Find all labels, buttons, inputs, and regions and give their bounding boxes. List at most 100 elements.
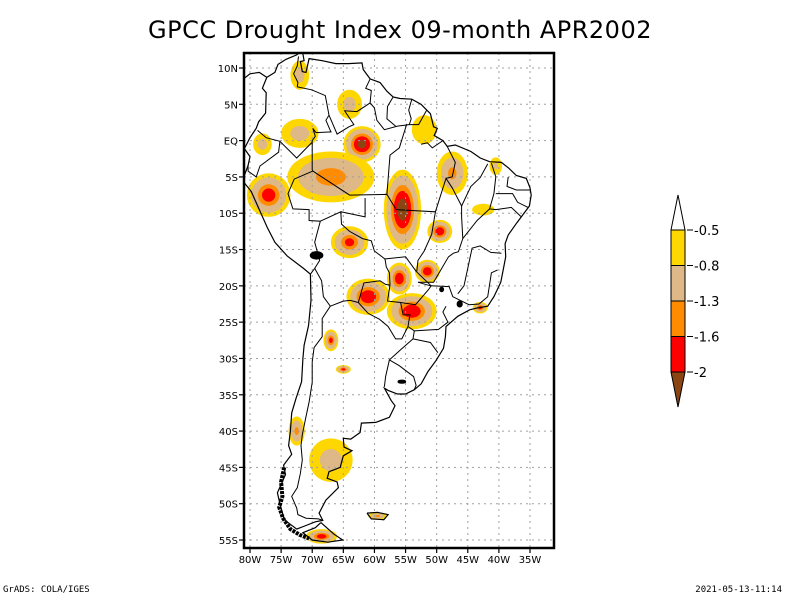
country-border xyxy=(408,99,413,125)
anomaly-level-2 xyxy=(257,138,268,150)
anomaly-level-4 xyxy=(261,188,276,202)
lake xyxy=(309,251,324,260)
x-tick-label: 75W xyxy=(270,555,293,566)
x-tick-label: 55W xyxy=(394,555,417,566)
anomaly-level-2 xyxy=(290,125,310,141)
grads-credit: GrADS: COLA/IGES xyxy=(3,585,90,595)
anomaly-region-tocantins xyxy=(427,219,453,244)
anomaly-level-4 xyxy=(394,272,404,285)
country-border xyxy=(420,140,444,149)
anomaly-region-patagonia xyxy=(309,438,353,482)
anomaly-level-1 xyxy=(472,203,495,216)
anomaly-region-peru-north xyxy=(246,173,291,217)
anomaly-region-ecuador xyxy=(253,133,272,156)
country-border xyxy=(416,211,436,272)
anomaly-level-4 xyxy=(422,267,432,276)
x-tick-label: 50W xyxy=(425,555,448,566)
anomaly-region-parana xyxy=(386,293,437,330)
y-axis: 10N 5N EQ 5S 10S 15S 20S 25S 30S 35S 40S 45S 50S 55S xyxy=(218,64,244,547)
coastline-central-america xyxy=(244,71,268,80)
legend-swatch xyxy=(670,336,686,373)
anomaly-region-colombia-central xyxy=(281,118,319,148)
country-border xyxy=(340,198,366,218)
y-tick-label: 25S xyxy=(219,318,238,329)
lake xyxy=(397,379,407,384)
anomaly-region-goias xyxy=(414,259,440,283)
country-border xyxy=(291,305,331,521)
anomaly-patches xyxy=(246,60,502,544)
country-border xyxy=(489,162,497,210)
legend-label: -1.3 xyxy=(694,295,719,310)
country-border xyxy=(287,170,321,275)
country-border xyxy=(386,123,408,195)
y-tick-label: 20S xyxy=(219,282,238,293)
country-border xyxy=(293,56,332,133)
x-tick-label: 80W xyxy=(239,555,262,566)
colorbar-legend: -0.5 -0.8 -1.3 -1.6 -2 xyxy=(670,194,719,408)
y-tick-label: 5S xyxy=(225,173,238,184)
country-border xyxy=(461,163,489,207)
anomaly-level-4 xyxy=(435,227,445,236)
coastline-falklands xyxy=(366,511,390,521)
anomaly-region-mato-grosso-sul xyxy=(386,262,412,295)
anomaly-level-4 xyxy=(341,368,346,371)
x-tick-label: 60W xyxy=(363,555,386,566)
y-tick-label: EQ xyxy=(224,137,238,148)
legend-label: -0.5 xyxy=(694,224,719,239)
coastlines xyxy=(244,53,532,543)
anomaly-level-5 xyxy=(357,140,367,149)
country-border xyxy=(445,146,456,179)
lake xyxy=(439,286,445,293)
anomaly-level-4 xyxy=(344,238,355,247)
anomaly-level-1 xyxy=(411,115,437,145)
y-tick-label: 45S xyxy=(219,463,238,474)
country-border xyxy=(412,338,439,353)
anomaly-region-northern-amazon xyxy=(343,126,381,163)
y-tick-label: 35S xyxy=(219,391,238,402)
anomaly-region-northern-argentina xyxy=(323,329,339,352)
anomaly-level-3 xyxy=(448,167,457,180)
anomaly-region-western-amazon xyxy=(287,151,375,203)
anomaly-region-piaui xyxy=(472,203,495,216)
anomaly-region-colombia-north xyxy=(290,60,310,90)
country-border xyxy=(383,359,390,387)
lake xyxy=(456,300,463,308)
chart-title: GPCC Drought Index 09-month APR2002 xyxy=(148,16,652,44)
y-tick-label: 30S xyxy=(219,354,238,365)
anomaly-level-4 xyxy=(329,337,333,344)
anomaly-level-4 xyxy=(360,290,376,304)
anomaly-region-paraguay-chaco xyxy=(346,278,390,315)
x-tick-label: 70W xyxy=(301,555,324,566)
legend-label: -1.6 xyxy=(694,331,719,346)
legend-arrow-bottom xyxy=(670,371,686,408)
country-border xyxy=(328,102,428,135)
y-tick-label: 55S xyxy=(219,536,238,547)
country-border xyxy=(386,285,411,327)
anomaly-region-cordoba xyxy=(335,364,351,374)
country-border xyxy=(357,302,409,340)
anomaly-level-4 xyxy=(316,534,327,539)
chilean-archipelago xyxy=(277,466,310,541)
country-border xyxy=(320,211,391,286)
anomaly-level-3 xyxy=(315,168,346,186)
timestamp: 2021-05-13-11:14 xyxy=(695,585,782,595)
map-frame xyxy=(242,51,556,550)
country-border xyxy=(457,245,502,295)
country-border xyxy=(462,206,522,239)
anomaly-region-amapa xyxy=(411,115,437,145)
y-tick-label: 15S xyxy=(219,246,238,257)
legend-swatch xyxy=(670,300,686,337)
x-axis: 80W 75W 70W 65W 60W 55W 50W 45W 40W 35W xyxy=(239,548,541,566)
country-border xyxy=(386,96,396,127)
y-tick-label: 5N xyxy=(224,100,238,111)
y-tick-label: 10S xyxy=(219,209,238,220)
country-border xyxy=(414,305,449,332)
coastline-tierra-del-fuego xyxy=(301,522,345,543)
anomaly-level-2 xyxy=(493,162,499,170)
legend-arrow-top xyxy=(670,194,686,231)
country-border xyxy=(506,176,530,191)
country-border xyxy=(495,193,529,208)
anomaly-level-2 xyxy=(343,96,356,112)
y-tick-label: 50S xyxy=(219,500,238,511)
